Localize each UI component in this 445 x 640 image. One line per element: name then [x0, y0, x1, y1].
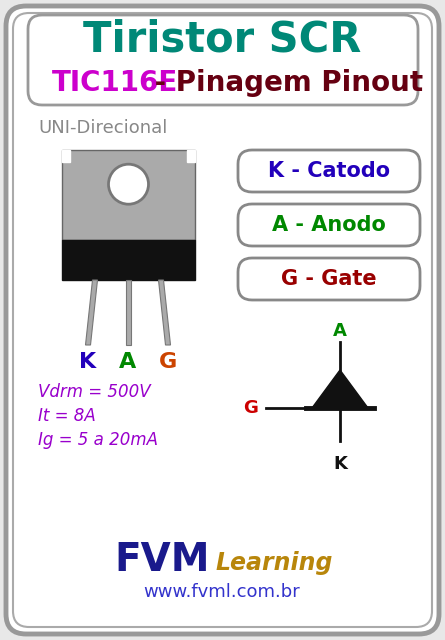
Text: K: K	[80, 352, 97, 372]
Text: K - Catodo: K - Catodo	[268, 161, 390, 181]
FancyBboxPatch shape	[6, 6, 439, 634]
Text: Learning: Learning	[215, 551, 332, 575]
Text: A: A	[333, 322, 347, 340]
Circle shape	[109, 164, 149, 204]
FancyBboxPatch shape	[238, 204, 420, 246]
Polygon shape	[85, 280, 97, 345]
Text: It = 8A: It = 8A	[38, 407, 96, 425]
Text: A - Anodo: A - Anodo	[272, 215, 386, 235]
Text: G: G	[159, 352, 177, 372]
Text: UNI-Direcional: UNI-Direcional	[38, 119, 167, 137]
Polygon shape	[312, 370, 368, 408]
Bar	[187, 150, 195, 162]
Bar	[62, 240, 195, 280]
Text: www.fvml.com.br: www.fvml.com.br	[144, 583, 300, 601]
Polygon shape	[125, 280, 130, 345]
Text: TIC116E: TIC116E	[52, 69, 178, 97]
FancyBboxPatch shape	[28, 15, 418, 105]
Text: Vdrm = 500V: Vdrm = 500V	[38, 383, 150, 401]
Text: G: G	[243, 399, 258, 417]
Text: Tiristor SCR: Tiristor SCR	[83, 19, 361, 61]
Text: Ig = 5 a 20mA: Ig = 5 a 20mA	[38, 431, 158, 449]
FancyBboxPatch shape	[238, 150, 420, 192]
Text: G - Gate: G - Gate	[281, 269, 377, 289]
Bar	[62, 150, 70, 162]
Text: - Pinagem Pinout: - Pinagem Pinout	[145, 69, 423, 97]
Polygon shape	[158, 280, 170, 345]
FancyBboxPatch shape	[62, 150, 195, 240]
Text: K: K	[333, 455, 347, 473]
FancyBboxPatch shape	[238, 258, 420, 300]
Text: FVM: FVM	[114, 541, 210, 579]
Text: A: A	[119, 352, 137, 372]
